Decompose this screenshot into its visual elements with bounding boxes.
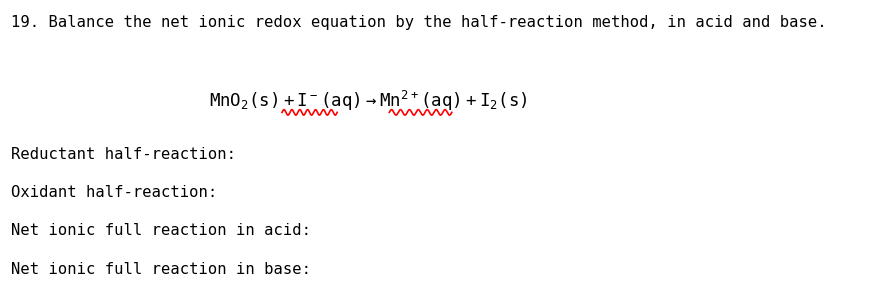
- Text: Oxidant half-reaction:: Oxidant half-reaction:: [11, 185, 217, 200]
- Text: Net ionic full reaction in acid:: Net ionic full reaction in acid:: [11, 223, 311, 238]
- Text: Reductant half-reaction:: Reductant half-reaction:: [11, 147, 236, 162]
- Text: 19. Balance the net ionic redox equation by the half-reaction method, in acid an: 19. Balance the net ionic redox equation…: [11, 15, 826, 30]
- Text: $\mathtt{MnO_2(s) + I^-(aq) \rightarrow Mn^{2+}(aq) + I_2(s)}$: $\mathtt{MnO_2(s) + I^-(aq) \rightarrow …: [209, 89, 528, 113]
- Text: Net ionic full reaction in base:: Net ionic full reaction in base:: [11, 262, 311, 277]
